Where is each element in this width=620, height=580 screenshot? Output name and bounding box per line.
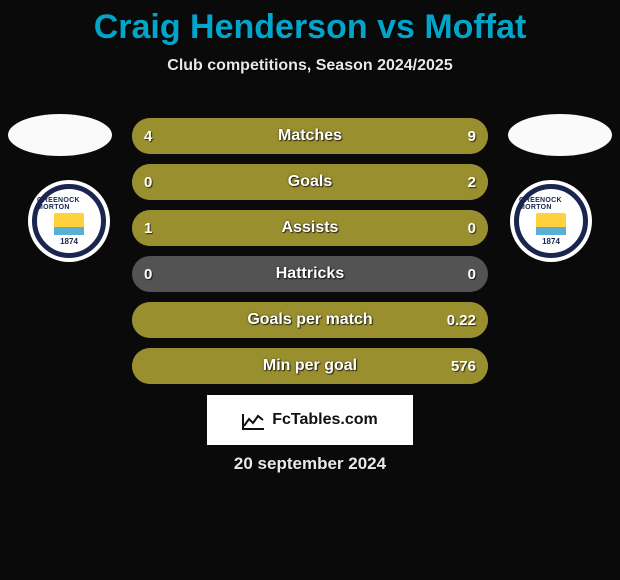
bar-value-left: 0 <box>144 266 152 283</box>
stat-bar: Assists1 0 <box>132 210 488 246</box>
bar-label: Hattricks <box>132 265 488 283</box>
bar-label: Matches <box>132 127 488 145</box>
subtitle: Club competitions, Season 2024/2025 <box>0 57 620 75</box>
bar-label: Goals <box>132 173 488 191</box>
bar-value-left: 4 <box>144 128 152 145</box>
badge-year: 1874 <box>60 237 78 246</box>
player-avatar-left <box>8 114 112 156</box>
badge-year: 1874 <box>542 237 560 246</box>
stat-bar: Goals0 2 <box>132 164 488 200</box>
club-badge-left: GREENOCK MORTON 1874 <box>28 180 110 262</box>
club-badge-right: GREENOCK MORTON 1874 <box>510 180 592 262</box>
bar-label: Assists <box>132 219 488 237</box>
stat-bar: Min per goal576 <box>132 348 488 384</box>
badge-ship-icon <box>536 213 566 235</box>
bar-value-right: 2 <box>468 174 476 191</box>
badge-ship-icon <box>54 213 84 235</box>
bar-value-right: 576 <box>451 358 476 375</box>
chart-icon <box>242 410 266 430</box>
badge-text-top: GREENOCK MORTON <box>37 197 101 211</box>
bar-label: Goals per match <box>132 311 488 329</box>
bar-value-right: 0 <box>468 266 476 283</box>
bar-value-left: 1 <box>144 220 152 237</box>
brand-logo: FcTables.com <box>207 395 413 445</box>
stat-bar: Goals per match0.22 <box>132 302 488 338</box>
page-title: Craig Henderson vs Moffat <box>0 0 620 47</box>
brand-text: FcTables.com <box>272 411 378 429</box>
date-text: 20 september 2024 <box>0 454 620 474</box>
bar-value-right: 0 <box>468 220 476 237</box>
stat-bar: Hattricks0 0 <box>132 256 488 292</box>
player-avatar-right <box>508 114 612 156</box>
bar-value-right: 9 <box>468 128 476 145</box>
stats-bars: Matches49Goals02Assists10Hattricks00Goal… <box>132 118 488 394</box>
stat-bar: Matches4 9 <box>132 118 488 154</box>
bar-label: Min per goal <box>132 357 488 375</box>
bar-value-left: 0 <box>144 174 152 191</box>
bar-value-right: 0.22 <box>447 312 476 329</box>
badge-text-top: GREENOCK MORTON <box>519 197 583 211</box>
